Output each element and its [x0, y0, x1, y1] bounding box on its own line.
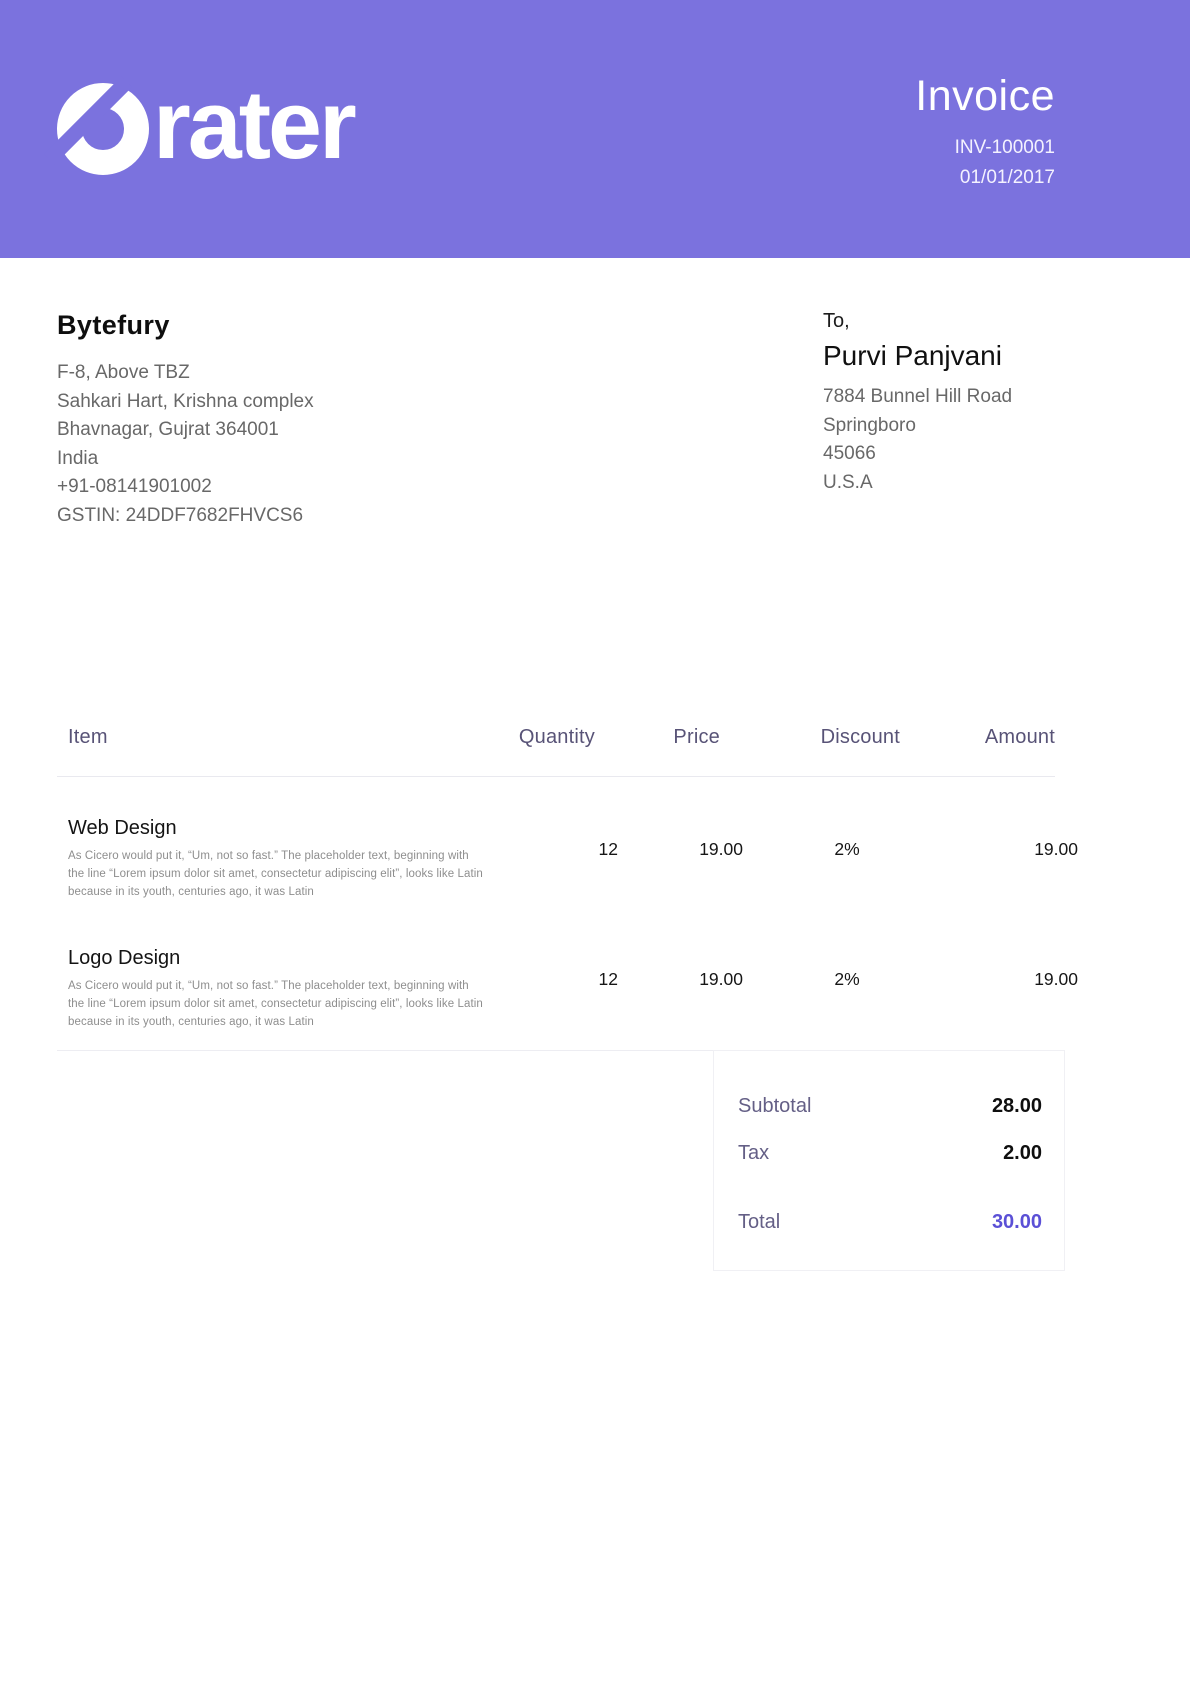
tax-row: Tax 2.00 — [738, 1142, 1042, 1165]
total-row: Total 30.00 — [738, 1211, 1042, 1234]
invoice-date: 01/01/2017 — [959, 166, 1055, 188]
item-description: As Cicero would put it, “Um, not so fast… — [68, 980, 483, 1029]
company-name: Bytefury — [57, 310, 170, 340]
crater-c-icon — [43, 76, 149, 175]
item-name: Logo Design — [68, 947, 181, 970]
bill-to-block: To, Purvi Panjvani 7884 Bunnel Hill Road… — [823, 310, 1055, 530]
column-header-discount: Discount — [820, 726, 900, 748]
invoice-meta: Invoice INV-100001 01/01/2017 — [915, 72, 1055, 193]
table-body: Web Design As Cicero would put it, “Um, … — [57, 777, 1078, 1051]
bill-to-address-line: 7884 Bunnel Hill Road — [823, 386, 1013, 407]
item-discount: 2% — [834, 969, 860, 990]
total-value: 30.00 — [991, 1210, 1042, 1233]
item-cell: Web Design As Cicero would put it, “Um, … — [68, 817, 488, 901]
bill-to-address-line: Springboro — [823, 414, 916, 436]
company-address-line: F-8, Above TBZ — [57, 362, 190, 383]
tax-value: 2.00 — [1003, 1141, 1042, 1164]
item-amount: 19.00 — [1034, 839, 1078, 859]
table-header-row: Item Quantity Price Discount Amount — [57, 726, 1055, 777]
bill-to-name: Purvi Panjvani — [823, 340, 1002, 371]
table-row: Web Design As Cicero would put it, “Um, … — [57, 777, 1078, 901]
item-amount: 19.00 — [1034, 969, 1078, 990]
parties-section: Bytefury F-8, Above TBZ Sahkari Hart, Kr… — [0, 258, 1190, 530]
item-quantity: 12 — [598, 969, 618, 990]
company-address-line: India — [57, 447, 99, 469]
item-cell: Logo Design As Cicero would put it, “Um,… — [68, 947, 488, 1031]
total-label: Total — [738, 1210, 781, 1233]
bill-to-label: To, — [823, 310, 850, 332]
item-quantity: 12 — [598, 839, 618, 859]
item-name: Web Design — [68, 817, 177, 839]
column-header-amount: Amount — [984, 726, 1055, 748]
column-header-item: Item — [68, 726, 108, 748]
items-table: Item Quantity Price Discount Amount Web … — [0, 726, 1190, 1271]
company-gstin: GSTIN: 24DDF7682FHVCS6 — [57, 504, 304, 526]
invoice-title: Invoice — [915, 71, 1055, 120]
column-header-price: Price — [673, 726, 720, 748]
crater-logo: rater — [43, 76, 357, 175]
invoice-header-band: rater Invoice INV-100001 01/01/2017 — [0, 0, 1190, 258]
bill-to-address-line: U.S.A — [823, 471, 873, 493]
item-discount: 2% — [834, 839, 860, 859]
bill-to-address-line: 45066 — [823, 443, 876, 464]
logo-wordmark: rater — [153, 70, 357, 179]
company-address-line: Bhavnagar, Gujrat 364001 — [57, 419, 279, 440]
subtotal-row: Subtotal 28.00 — [738, 1095, 1042, 1118]
company-phone: +91-08141901002 — [57, 476, 212, 497]
subtotal-value: 28.00 — [991, 1094, 1042, 1117]
item-description: As Cicero would put it, “Um, not so fast… — [68, 850, 483, 898]
item-price: 19.00 — [699, 839, 743, 859]
item-price: 19.00 — [699, 969, 743, 990]
tax-label: Tax — [738, 1141, 770, 1164]
invoice-number: INV-100001 — [954, 136, 1055, 158]
table-row: Logo Design As Cicero would put it, “Um,… — [57, 901, 1078, 1031]
totals-box: Subtotal 28.00 Tax 2.00 Total 30.00 — [713, 1049, 1065, 1271]
company-address-line: Sahkari Hart, Krishna complex — [57, 390, 314, 412]
column-header-quantity: Quantity — [518, 726, 595, 748]
subtotal-label: Subtotal — [738, 1094, 812, 1117]
company-block: Bytefury F-8, Above TBZ Sahkari Hart, Kr… — [57, 310, 314, 530]
